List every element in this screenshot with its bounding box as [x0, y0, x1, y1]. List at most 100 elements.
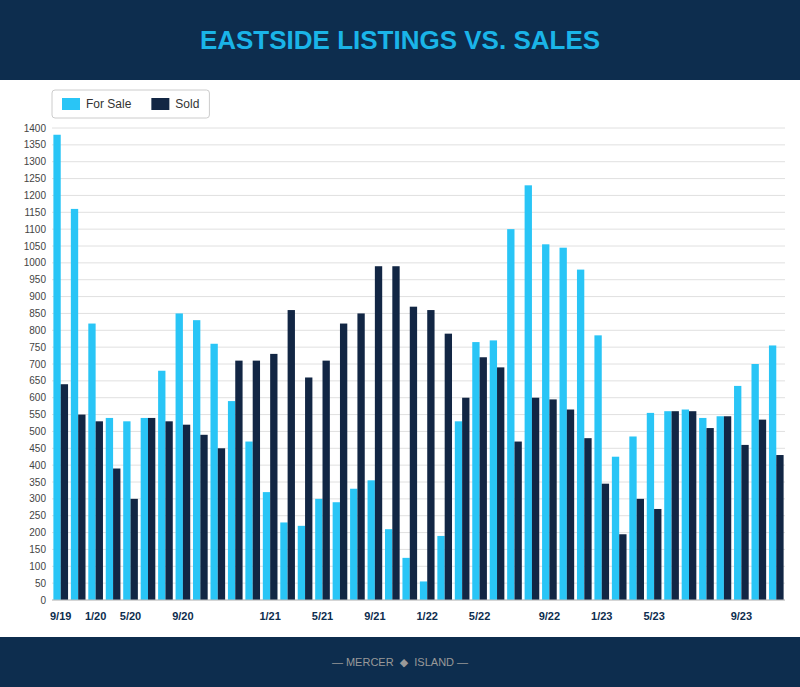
header-band [0, 0, 800, 80]
y-tick-label: 100 [29, 561, 46, 572]
bar [113, 469, 120, 600]
bar [106, 418, 113, 600]
y-tick-label: 700 [29, 359, 46, 370]
grid-line [52, 262, 785, 263]
bar [253, 361, 260, 600]
bar [245, 442, 252, 600]
grid-line [52, 195, 785, 196]
bar [507, 229, 514, 600]
y-tick-label: 50 [35, 578, 47, 589]
bar [577, 270, 584, 600]
footer-band [0, 637, 800, 687]
grid-line [52, 178, 785, 179]
bar [270, 354, 277, 600]
grid-line [52, 364, 785, 365]
bar [560, 248, 567, 600]
bar [769, 345, 776, 600]
chart-svg: EASTSIDE LISTINGS VS. SALES— MERCER ◆ IS… [0, 0, 800, 687]
legend-item: For Sale [62, 97, 132, 111]
bar [298, 526, 305, 600]
y-tick-label: 200 [29, 527, 46, 538]
bar [584, 438, 591, 600]
y-tick-label: 250 [29, 510, 46, 521]
bar [567, 410, 574, 600]
y-tick-label: 650 [29, 375, 46, 386]
x-tick-label: 9/21 [364, 610, 385, 622]
y-tick-label: 1150 [24, 207, 46, 218]
bar [689, 411, 696, 600]
legend-label: For Sale [86, 97, 132, 111]
legend-label: Sold [175, 97, 199, 111]
bar [78, 415, 85, 600]
bar [410, 307, 417, 600]
legend-swatch [62, 98, 80, 110]
bar [392, 266, 399, 600]
bar [437, 536, 444, 600]
bar [368, 480, 375, 600]
bar [699, 418, 706, 600]
bar [53, 135, 60, 600]
bar [141, 418, 148, 600]
x-tick-label: 1/21 [259, 610, 280, 622]
y-tick-label: 400 [29, 460, 46, 471]
x-tick-label: 5/22 [469, 610, 490, 622]
bar [228, 401, 235, 600]
x-tick-label: 9/20 [172, 610, 193, 622]
bar [288, 310, 295, 600]
bar [542, 244, 549, 600]
bar [717, 416, 724, 600]
bar [323, 361, 330, 600]
y-tick-label: 600 [29, 392, 46, 403]
legend: For Sale Sold [52, 90, 209, 118]
bar [619, 534, 626, 600]
bar [637, 499, 644, 600]
bar [176, 313, 183, 600]
bar [71, 209, 78, 600]
bar [612, 457, 619, 600]
bar [357, 313, 364, 600]
bar [420, 581, 427, 600]
grid-line [52, 600, 785, 601]
y-tick-label: 900 [29, 291, 46, 302]
bar [305, 377, 312, 600]
legend-item: Sold [151, 97, 199, 111]
page: {"chart_data": { "type": "bar", "title":… [0, 0, 800, 687]
y-tick-label: 1100 [24, 224, 46, 235]
y-tick-label: 150 [29, 544, 46, 555]
bar [123, 421, 130, 600]
y-tick-label: 1350 [24, 139, 47, 150]
y-tick-label: 1400 [24, 123, 47, 134]
bar [455, 421, 462, 600]
grid-line [52, 212, 785, 213]
bar [759, 420, 766, 600]
bar [480, 357, 487, 600]
bar [462, 398, 469, 600]
grid-line [52, 246, 785, 247]
bar [61, 384, 68, 600]
x-tick-label: 1/23 [591, 610, 612, 622]
bar [706, 428, 713, 600]
bar [514, 442, 521, 600]
y-tick-label: 1250 [24, 173, 47, 184]
bar [375, 266, 382, 600]
x-tick-label: 5/20 [120, 610, 141, 622]
bar [315, 499, 322, 600]
y-tick-label: 1050 [24, 241, 47, 252]
bar [218, 448, 225, 600]
bar [210, 344, 217, 600]
bar [741, 445, 748, 600]
bar [193, 320, 200, 600]
x-axis-line [52, 600, 785, 601]
x-tick-label: 9/22 [539, 610, 560, 622]
bar [158, 371, 165, 600]
bar [629, 436, 636, 600]
bar [664, 411, 671, 600]
x-tick-label: 5/21 [312, 610, 333, 622]
y-tick-label: 750 [29, 342, 46, 353]
title: EASTSIDE LISTINGS VS. SALES [200, 25, 600, 55]
grid-line [52, 296, 785, 297]
bar [165, 421, 172, 600]
bar [525, 185, 532, 600]
grid-line [52, 313, 785, 314]
bar [340, 324, 347, 600]
